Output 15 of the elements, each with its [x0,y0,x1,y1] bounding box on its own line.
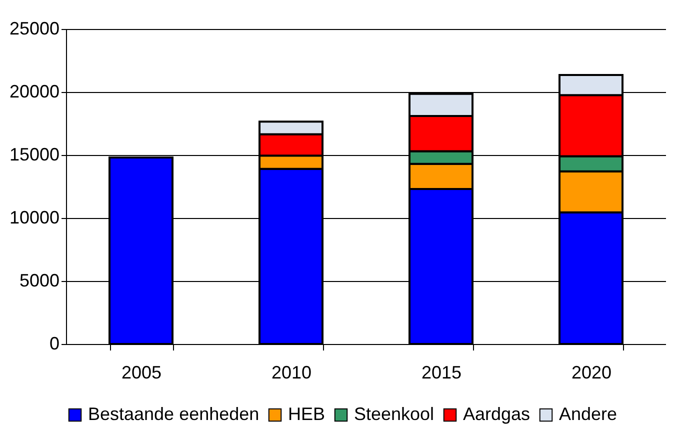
y-tick-label: 25000 [9,18,60,38]
y-tick-label: 0 [49,334,60,354]
y-tick-label: 20000 [9,82,60,102]
legend-label: Andere [559,404,618,424]
y-tick-label: 15000 [9,144,60,164]
x-tick-label: 2005 [121,362,162,382]
y-tick-label: 5000 [19,270,60,290]
x-tick-label: 2015 [421,362,462,382]
legend-label: Steenkool [354,404,434,424]
y-tick-label: 10000 [9,208,60,228]
legend-label: Bestaande eenheden [88,404,260,424]
legend-label: HEB [288,404,326,424]
legend-label: Aardgas [463,404,530,424]
x-tick-label: 2020 [571,362,612,382]
x-tick-label: 2010 [271,362,312,382]
